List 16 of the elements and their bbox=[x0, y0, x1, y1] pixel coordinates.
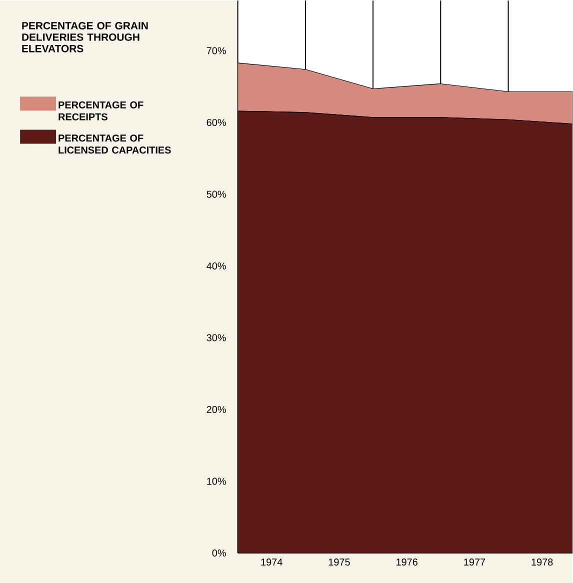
y-tick-label: 30% bbox=[206, 334, 226, 342]
x-tick-label: 1978 bbox=[532, 558, 553, 566]
legend-label: PERCENTAGE OF RECEIPTS bbox=[58, 101, 144, 120]
x-tick-label: 1974 bbox=[261, 558, 282, 566]
y-tick-label: 50% bbox=[206, 190, 226, 198]
y-tick-label: 0% bbox=[212, 550, 226, 557]
x-tick-label: 1976 bbox=[396, 558, 418, 566]
text: PERCENTAGE OF GRAIN DELIVERIES THROUGH ELEVATORS bbox=[22, 22, 148, 52]
x-tick-label: 1977 bbox=[464, 558, 486, 566]
x-tick-label: 1975 bbox=[328, 558, 350, 566]
y-tick-label: 10% bbox=[207, 478, 226, 485]
y-tick-label: 70% bbox=[206, 47, 226, 54]
y-tick-label: 40% bbox=[206, 262, 226, 270]
y-tick-label: 60% bbox=[206, 118, 226, 126]
y-tick-label: 20% bbox=[206, 406, 226, 414]
legend-label: PERCENTAGE OF LICENSED CAPACITIES bbox=[58, 134, 171, 154]
